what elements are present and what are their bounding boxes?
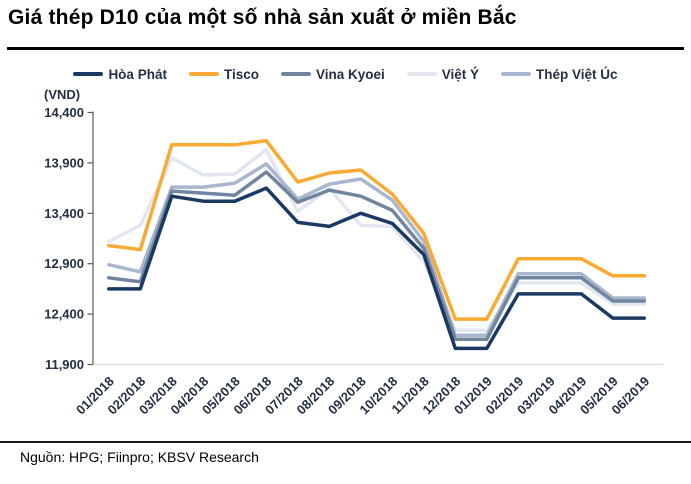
legend-label: Hòa Phát [108,66,167,82]
series-line-3 [107,170,647,342]
legend-swatch-icon [406,72,437,76]
y-tick-label: 12,900 [44,256,84,271]
legend-swatch-icon [280,72,311,76]
page-title: Giá thép D10 của một số nhà sản xuất ở m… [8,6,517,29]
y-tick-label: 14,400 [44,105,84,120]
legend-item: Tisco [188,66,259,82]
legend-label: Thép Việt Úc [536,66,618,82]
legend-item: Vina Kyoei [280,66,385,82]
legend-label: Tisco [223,66,259,82]
series-line-2 [107,138,647,321]
series-line-4 [107,148,647,332]
legend-item: Việt Ý [406,66,480,82]
y-tick-label: 13,900 [44,155,84,170]
y-tick-label: 11,900 [45,357,84,372]
legend-swatch-icon [73,72,104,76]
legend-label: Vina Kyoei [315,66,385,82]
chart-legend: Hòa Phát Tisco Vina Kyoei Việt Ý Thép Việt Ú… [0,64,691,84]
legend-item: Thép Việt Úc [501,67,618,82]
series-line-5 [107,162,647,338]
legend-swatch-icon [501,72,532,76]
y-tick-label: 12,400 [44,307,84,322]
source-divider [0,441,691,443]
y-tick-label: 13,400 [44,206,84,221]
legend-swatch-icon [188,72,219,76]
series-line-1 [107,186,647,351]
legend-label: Việt Ý [441,66,480,82]
source-text: Nguồn: HPG; Fiinpro; KBSV Research [20,449,259,465]
legend-item: Hòa Phát [73,67,167,82]
y-axis-unit-label: (VND) [44,87,81,102]
title-underline [7,47,684,50]
